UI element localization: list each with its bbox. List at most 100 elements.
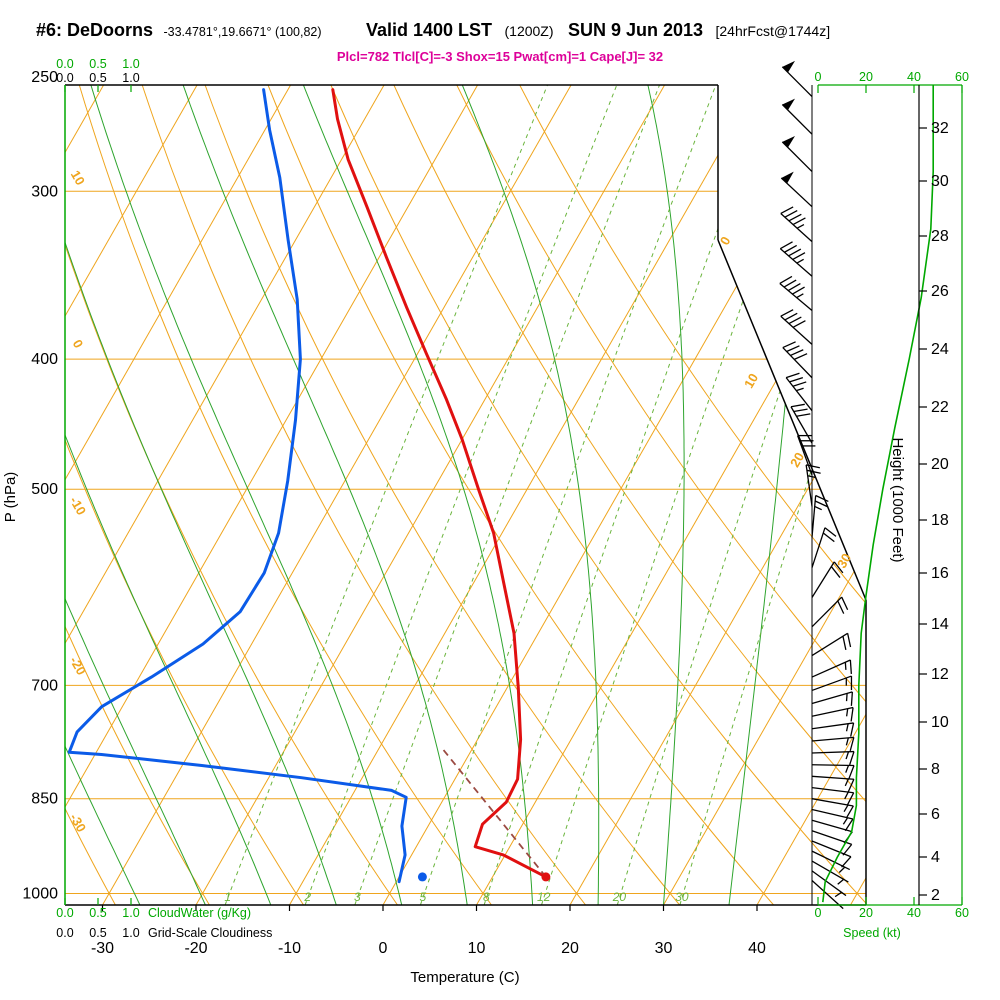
wind-barb-feather	[822, 532, 835, 543]
isotherm-line	[756, 85, 866, 905]
moist-adiabat-line	[65, 85, 141, 905]
temp-axis-title: Temperature (C)	[410, 969, 519, 986]
speed-scale	[817, 84, 963, 906]
wind-barb	[811, 764, 855, 767]
height-tick-label: 6	[931, 806, 940, 823]
wind-barb-feather	[796, 413, 811, 417]
height-tick-label: 4	[931, 849, 940, 866]
pressure-tick-label: 400	[31, 351, 58, 368]
adiabat-label: -10	[67, 494, 89, 518]
wind-barb	[781, 141, 813, 173]
dry-adiabat-line	[204, 85, 680, 905]
wind-barb	[811, 659, 851, 678]
wind-barb-feather	[806, 469, 821, 474]
wind-barb-feather	[786, 345, 800, 353]
cloudwater-scale	[64, 85, 132, 905]
wind-barb	[797, 435, 813, 476]
height-tick-label: 2	[931, 887, 940, 904]
cloudwater-tick-label: 1.0	[122, 906, 139, 920]
wind-barb-feather	[841, 856, 852, 868]
cloudwater-tick-label: 0.5	[89, 57, 106, 71]
wind-barb	[811, 798, 854, 807]
wind-barb-feather	[780, 206, 794, 215]
moist-adiabat-line	[90, 85, 403, 905]
wind-barb	[811, 775, 854, 780]
isotherm-line	[569, 85, 866, 905]
isotherm-label: 0	[717, 234, 734, 248]
cloudiness-tick-label: 0.5	[89, 926, 106, 940]
wind-barb-half	[844, 778, 850, 787]
speed-tick-label: 40	[907, 906, 921, 920]
wind-barb	[811, 840, 852, 858]
wind-barb	[811, 808, 854, 820]
cloudwater-axis-title: CloudWater (g/Kg)	[148, 906, 251, 920]
adiabat-label: -30	[67, 811, 89, 835]
mixing-ratio-label: 3	[354, 890, 361, 904]
mixing-ratio-label: 2	[303, 890, 311, 904]
wind-barb-feather	[779, 275, 793, 285]
surface-dewpoint-dot	[417, 872, 427, 882]
wind-barb-half	[845, 708, 849, 717]
wind-barb-feather	[842, 636, 847, 651]
wind-barb-feather	[784, 312, 798, 321]
adiabat-label: 0	[70, 337, 87, 351]
height-tick-label: 22	[931, 399, 949, 416]
temp-tick-label: 10	[468, 940, 486, 957]
mixing-ratio-label: 5	[419, 890, 426, 904]
speed-tick-label: 0	[815, 70, 822, 84]
wind-barb-feather	[780, 309, 794, 317]
wind-barb-half	[842, 817, 849, 825]
height-tick-label: 16	[931, 565, 949, 582]
wind-barb-feather	[788, 213, 802, 222]
surface-temp-dot	[541, 872, 551, 882]
height-tick-label: 32	[931, 120, 949, 137]
isotherm-line	[65, 85, 385, 905]
temp-tick-label: 0	[379, 940, 388, 957]
wind-barb-feather	[849, 737, 855, 752]
speed-tick-label: 60	[955, 70, 969, 84]
wind-barb-feather	[806, 464, 820, 469]
wind-barb-feather	[794, 353, 808, 360]
wind-barb	[782, 347, 813, 379]
cloudiness-tick-label: 1.0	[122, 71, 139, 85]
temp-tick-label: -20	[184, 940, 207, 957]
isotherm-line	[102, 85, 572, 905]
wind-barb-feather	[785, 372, 800, 379]
wind-barb	[811, 786, 854, 794]
wind-barb-half	[845, 693, 848, 702]
dry-adiabat-line	[267, 85, 774, 905]
wind-barb-feather	[846, 633, 852, 648]
cloudwater-tick-label: 1.0	[122, 57, 139, 71]
wind-barb-half	[796, 293, 804, 299]
wind-barb-half	[844, 662, 847, 670]
wind-barb-feather	[830, 566, 841, 578]
isotherm-line	[195, 85, 666, 905]
isotherm-line	[65, 85, 198, 905]
wind-barb-feather	[792, 286, 805, 295]
pressure-tick-label: 500	[31, 481, 58, 498]
speed-tick-label: 20	[859, 70, 873, 84]
dry-adiabat-line	[65, 85, 210, 905]
wind-barb-half	[796, 387, 804, 392]
wind-barb-half	[837, 878, 845, 885]
isotherm-label: 10	[741, 371, 761, 391]
wind-barb	[811, 750, 854, 754]
wind-barb-feather	[833, 561, 844, 574]
wind-speed-profile	[822, 85, 934, 903]
wind-barb-feather	[793, 408, 808, 413]
wind-barb-half	[844, 791, 849, 800]
temp-tick-label: 30	[655, 940, 673, 957]
wind-barb-feather	[845, 805, 854, 819]
cloudiness-tick-label: 0.5	[89, 71, 106, 85]
moist-adiabat-line	[647, 85, 685, 905]
wind-barb-feather	[850, 722, 855, 737]
wind-barb-feather	[779, 241, 793, 250]
isotherm-line	[289, 85, 759, 905]
wind-barb	[785, 377, 813, 412]
wind-barb-feather	[787, 282, 801, 292]
isotherm-line	[65, 85, 292, 905]
wind-barb-feather	[850, 707, 854, 722]
wind-barb-feather	[792, 217, 806, 226]
mixing-ratio-line	[616, 85, 866, 905]
